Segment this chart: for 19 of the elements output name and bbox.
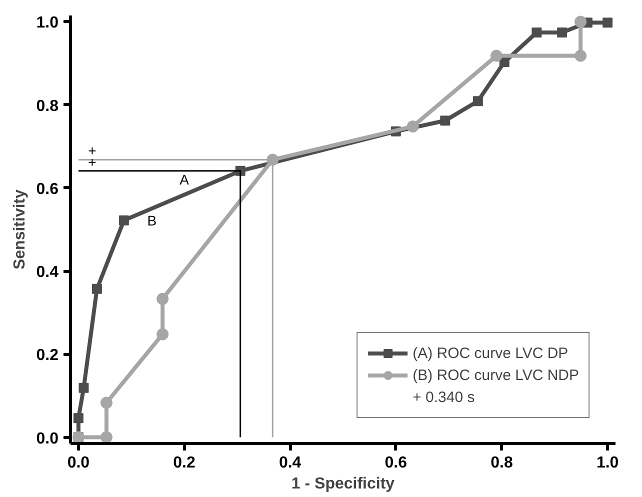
y-tick-label: 0.6 xyxy=(36,180,59,198)
y-tick-label: 0.0 xyxy=(36,430,59,448)
y-tick-label: 0.2 xyxy=(36,347,59,364)
annotation: B xyxy=(147,212,157,228)
legend-label: (B) ROC curve LVC NDP xyxy=(412,366,579,384)
x-tick-label: 1.0 xyxy=(596,454,619,472)
y-tick-label: 0.4 xyxy=(36,264,59,282)
y-tick-label: 0.8 xyxy=(36,98,59,115)
x-tick-label: 0.2 xyxy=(173,454,196,472)
x-tick-label: 0.8 xyxy=(490,454,513,472)
y-tick-label: 1.0 xyxy=(36,14,59,32)
y-axis-title: Sensitivity xyxy=(11,189,28,270)
x-axis-title: 1 - Specificity xyxy=(291,476,395,492)
annotation: A xyxy=(180,171,190,188)
x-tick-label: 0.0 xyxy=(67,454,90,472)
x-tick-label: 0.4 xyxy=(278,454,302,472)
annotation: + 0.340 s xyxy=(412,388,475,406)
legend-label: (A) ROC curve LVC DP xyxy=(412,344,568,362)
x-tick-label: 0.6 xyxy=(384,454,408,472)
